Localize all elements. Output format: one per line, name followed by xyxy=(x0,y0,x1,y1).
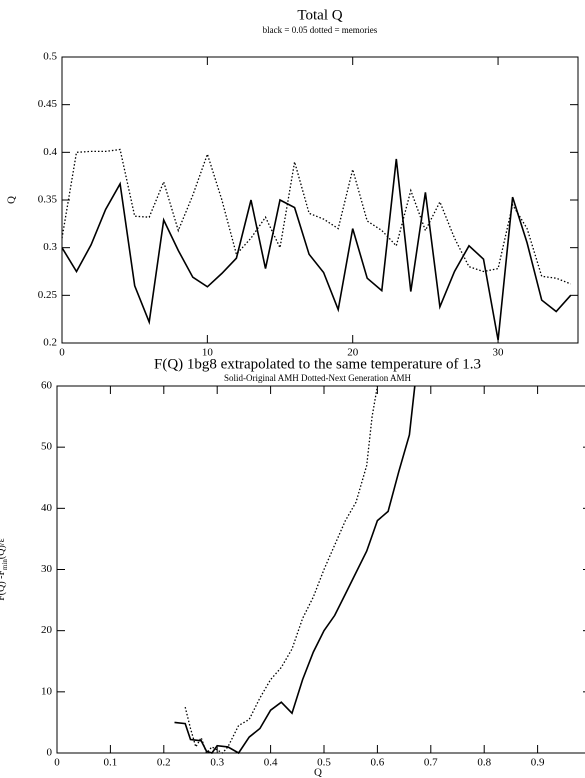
y-tick-label: 0.2 xyxy=(43,337,57,349)
x-tick-label: 0.1 xyxy=(104,757,118,769)
x-tick-label: 0.5 xyxy=(317,757,331,769)
y-tick-label: 0.5 xyxy=(43,51,57,63)
x-tick-label: 0 xyxy=(54,757,60,769)
y-axis-label-part: (Q)/ε xyxy=(0,538,7,559)
y-axis-label: F(Q) -Fmin(Q)/ε xyxy=(0,538,9,601)
x-axis-label: Q xyxy=(314,767,322,778)
x-tick-label: 10 xyxy=(202,347,214,359)
y-tick-label: 0.4 xyxy=(43,146,57,158)
y-tick-label: 60 xyxy=(41,380,53,392)
y-tick-label: 0.45 xyxy=(38,98,58,110)
series-line xyxy=(61,148,571,285)
series-line xyxy=(184,385,379,755)
x-tick-label: 0 xyxy=(59,347,65,359)
x-tick-label: 30 xyxy=(493,347,505,359)
y-tick-label: 50 xyxy=(41,441,53,453)
x-tick-label: 0.2 xyxy=(157,757,171,769)
y-axis-label-sub: min xyxy=(1,559,9,570)
x-tick-label: 0.8 xyxy=(477,757,491,769)
series-line xyxy=(61,158,572,341)
x-tick-label: 0.9 xyxy=(531,757,545,769)
series-line xyxy=(174,385,416,755)
x-tick-label: 0.6 xyxy=(371,757,385,769)
y-axis-label-part: F(Q) -F xyxy=(0,570,7,601)
y-tick-label: 0.35 xyxy=(38,194,58,206)
y-tick-label: 0.25 xyxy=(38,289,58,301)
chart-subtitle: black = 0.05 dotted = memories xyxy=(263,25,378,35)
x-tick-label: 20 xyxy=(347,347,359,359)
chart-title: F(Q) 1bg8 extrapolated to the same tempe… xyxy=(154,356,481,372)
plot-frame xyxy=(56,385,585,754)
x-tick-label: 0.7 xyxy=(424,757,438,769)
x-tick-label: 0.3 xyxy=(210,757,224,769)
y-axis-label: Q xyxy=(6,196,18,204)
y-tick-label: 0.3 xyxy=(43,241,57,253)
chart-subtitle: Solid-Original AMH Dotted-Next Generatio… xyxy=(224,373,411,383)
chart-title: Total Q xyxy=(297,7,342,23)
y-tick-label: 40 xyxy=(41,502,53,514)
x-tick-label: 0.4 xyxy=(264,757,278,769)
y-tick-label: 20 xyxy=(41,624,53,636)
y-tick-label: 10 xyxy=(41,685,53,697)
y-tick-label: 30 xyxy=(41,563,53,575)
plot-frame xyxy=(61,56,579,344)
y-tick-label: 0 xyxy=(47,747,53,759)
